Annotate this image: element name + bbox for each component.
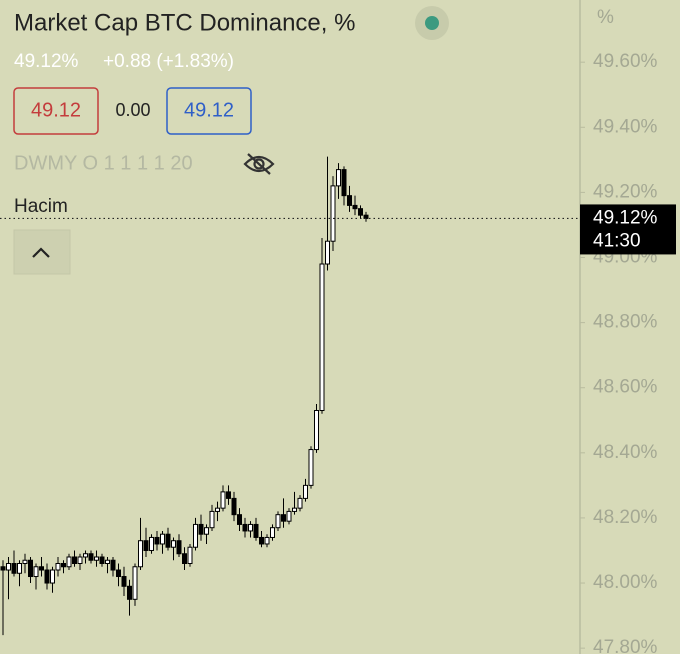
intervals: DWMY O 1 1 1 1 20	[14, 152, 193, 174]
candle-body	[105, 559, 110, 565]
candle-body	[308, 449, 314, 486]
collapse-icon[interactable]	[32, 247, 50, 258]
candle-body	[6, 563, 11, 571]
y-tick-label: 49.20%	[593, 181, 658, 202]
candle-body	[292, 507, 297, 512]
candle-body	[94, 556, 99, 561]
candle-body	[77, 556, 83, 565]
plot	[0, 156, 369, 636]
candle-body	[336, 169, 341, 187]
candle-body	[55, 563, 61, 571]
candle-body	[66, 556, 72, 568]
candle-body	[165, 533, 171, 548]
candle-body	[154, 536, 160, 545]
candle-body	[61, 563, 66, 568]
candle-body	[28, 559, 33, 578]
buy-price[interactable]: 49.12	[184, 99, 234, 121]
candle-body	[253, 523, 259, 538]
candle-body	[270, 527, 275, 538]
candle-body	[226, 491, 231, 499]
y-tick-label: 48.20%	[593, 507, 658, 528]
candle-body	[286, 510, 292, 522]
candle-body	[187, 546, 193, 565]
y-tick-label: 49.40%	[593, 116, 658, 137]
candle-body	[209, 510, 215, 529]
candle-body	[204, 527, 209, 535]
candle-body	[341, 169, 347, 197]
candle-body	[314, 409, 319, 451]
y-tick-label: 48.40%	[593, 442, 658, 463]
candle-body	[132, 566, 138, 600]
candle-body	[198, 523, 204, 535]
candle-body	[248, 523, 253, 532]
sell-box[interactable]	[13, 87, 99, 135]
y-tick-label: 48.60%	[593, 377, 658, 398]
candle-body	[325, 240, 330, 265]
candle-body	[143, 540, 149, 551]
candle-body	[138, 540, 143, 568]
candle-body	[11, 563, 17, 574]
spread: 0.00	[115, 100, 150, 120]
candle-body	[160, 533, 165, 545]
candle-body	[33, 566, 39, 578]
candle-body	[88, 553, 94, 561]
candle-body	[193, 523, 198, 548]
candle-body	[72, 556, 77, 565]
candle-body	[83, 553, 88, 558]
hide-icon[interactable]	[243, 153, 275, 175]
chart-title: Market Cap BTC Dominance, %	[14, 9, 355, 36]
candle-body	[171, 540, 176, 548]
candle-body	[176, 540, 182, 555]
candle-body	[0, 566, 6, 571]
candle-body	[242, 523, 248, 532]
candle-body	[17, 563, 22, 574]
candle-body	[330, 185, 336, 242]
candle-body	[358, 208, 363, 216]
candle-body	[99, 556, 105, 565]
candle-body	[44, 569, 50, 584]
candle-body	[22, 559, 28, 565]
candle-body	[182, 553, 187, 565]
candle-body	[50, 569, 55, 584]
y-tick-label: 49.60%	[593, 51, 658, 72]
candle-body	[275, 514, 281, 529]
volume-label: Hacim	[14, 196, 68, 217]
candle-body	[116, 569, 121, 578]
candle-body	[319, 263, 325, 411]
candle-body	[264, 536, 270, 545]
y-tick-label: 48.80%	[593, 312, 658, 333]
candle-body	[347, 195, 352, 206]
candle-body	[220, 491, 226, 509]
candle-body	[127, 585, 132, 600]
buy-box[interactable]	[166, 87, 252, 135]
candle-body	[215, 507, 220, 512]
candle-body	[303, 484, 308, 499]
status-dot	[425, 16, 439, 30]
last-value: 49.12%	[14, 51, 79, 72]
candle-body	[231, 497, 237, 516]
y-tick-label: 47.80%	[593, 637, 658, 654]
candle-body	[297, 497, 303, 509]
candle-body	[237, 514, 242, 525]
y-unit: %	[597, 7, 614, 28]
last-price-label: 49.12%	[593, 207, 658, 228]
change-value: +0.88 (+1.83%)	[103, 51, 234, 72]
y-tick-label: 48.00%	[593, 572, 658, 593]
candle-body	[149, 536, 154, 551]
candle-body	[281, 514, 286, 522]
candle-body	[352, 204, 358, 210]
collapse-button[interactable]	[13, 229, 71, 275]
candle-body	[259, 536, 264, 545]
countdown: 41:30	[593, 230, 641, 251]
sell-price[interactable]: 49.12	[31, 99, 81, 121]
candle-body	[39, 566, 44, 571]
candle-body	[110, 559, 116, 571]
candle-body	[121, 576, 127, 587]
last-price-tag	[580, 204, 676, 255]
